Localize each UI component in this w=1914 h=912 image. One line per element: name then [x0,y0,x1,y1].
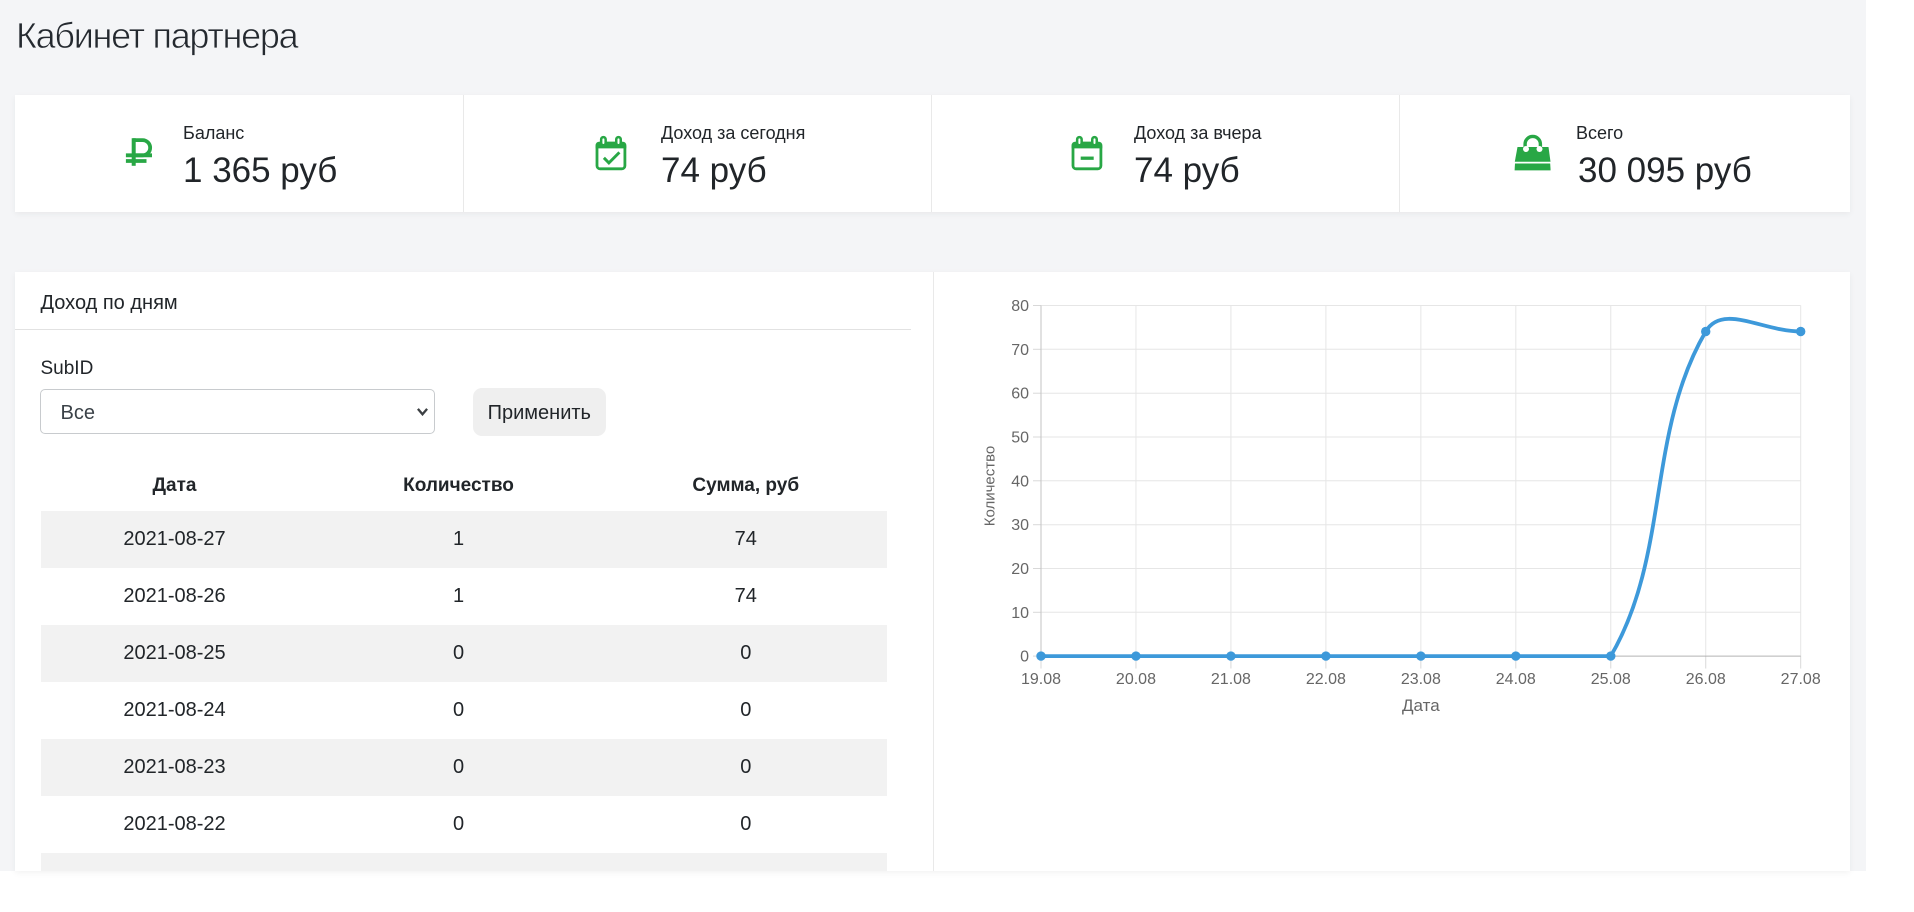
svg-text:0: 0 [1020,649,1029,666]
svg-text:27.08: 27.08 [1781,671,1821,688]
svg-text:20.08: 20.08 [1116,671,1156,688]
svg-text:10: 10 [1011,605,1029,622]
svg-text:22.08: 22.08 [1306,671,1346,688]
svg-text:23.08: 23.08 [1401,671,1441,688]
svg-text:Дата: Дата [1402,696,1440,715]
svg-text:21.08: 21.08 [1211,671,1251,688]
svg-text:24.08: 24.08 [1496,671,1536,688]
svg-text:40: 40 [1011,473,1029,490]
svg-text:80: 80 [1011,298,1029,315]
svg-text:26.08: 26.08 [1686,671,1726,688]
svg-text:25.08: 25.08 [1591,671,1631,688]
svg-text:Количество: Количество [982,446,999,527]
svg-text:60: 60 [1011,386,1029,403]
svg-text:20: 20 [1011,561,1029,578]
svg-text:50: 50 [1011,430,1029,447]
svg-text:70: 70 [1011,342,1029,359]
svg-text:30: 30 [1011,517,1029,534]
svg-text:19.08: 19.08 [1021,671,1061,688]
